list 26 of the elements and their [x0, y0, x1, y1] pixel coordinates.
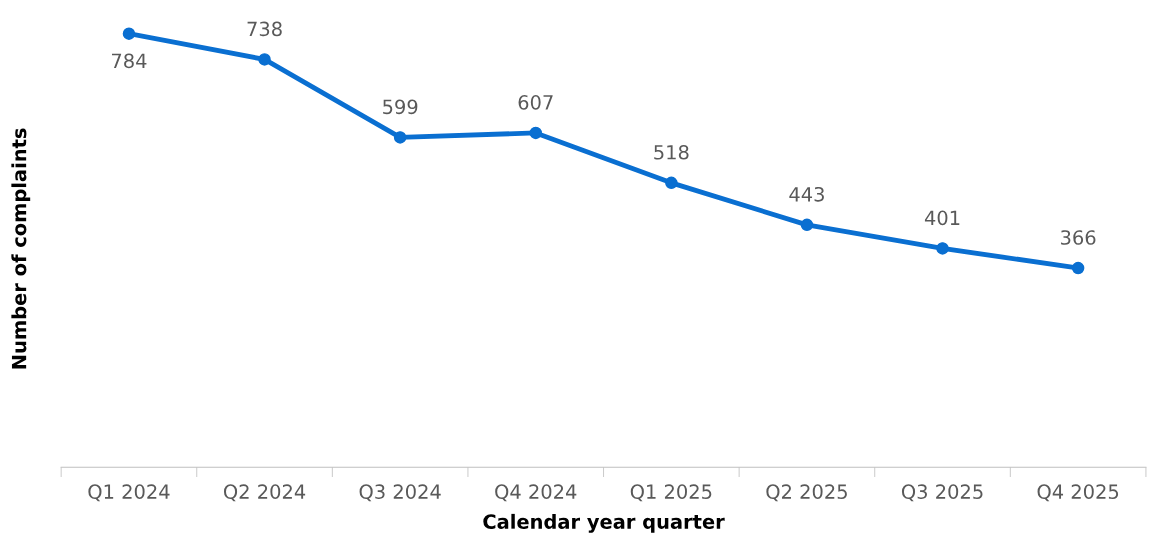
point [529, 126, 542, 140]
x-tick-label: Q4 2024 [495, 484, 577, 502]
data-label: 784 [112, 53, 147, 69]
point [1071, 261, 1085, 275]
x-tick-label: Q1 2025 [630, 484, 712, 502]
point [665, 176, 678, 190]
x-tick-label: Q1 2024 [88, 484, 170, 502]
point [122, 27, 136, 40]
point [800, 218, 814, 232]
point [936, 242, 949, 255]
x-axis-title: Calendar year quarter [483, 513, 725, 533]
data-label: 518 [654, 144, 689, 160]
data-label: 607 [518, 94, 553, 110]
x-tick-label: Q3 2024 [359, 484, 441, 502]
point [393, 131, 407, 144]
data-label: 401 [924, 210, 960, 226]
y-axis-title: Number of complaints [11, 128, 31, 369]
x-tick-label: Q4 2025 [1037, 484, 1119, 502]
data-label: 599 [383, 99, 418, 115]
x-tick-label: Q3 2025 [901, 484, 983, 502]
data-label: 443 [789, 186, 824, 202]
x-tick-label: Q2 2024 [223, 484, 306, 502]
data-label: 738 [247, 21, 282, 37]
data-label: 366 [1061, 230, 1096, 245]
point [258, 53, 271, 66]
x-tick-label: Q2 2025 [766, 484, 847, 502]
